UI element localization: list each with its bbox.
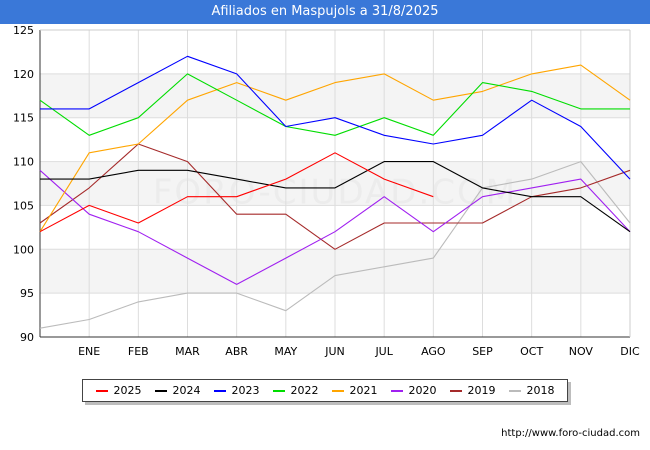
legend-swatch: [95, 389, 108, 392]
line-chart: FORO-CIUDAD.COM9095100105110115120125ENE…: [13, 24, 640, 358]
x-tick-label: MAR: [175, 345, 200, 358]
source-url: http://www.foro-ciudad.com: [501, 428, 640, 439]
legend-swatch: [508, 389, 521, 392]
chart-title: Afiliados en Maspujols a 31/8/2025: [0, 0, 650, 24]
x-tick-label: ABR: [225, 345, 248, 358]
x-tick-label: FEB: [128, 345, 149, 358]
legend-label: 2019: [467, 384, 496, 397]
legend-item-2021: 2021: [331, 384, 378, 397]
series-line-2021: [39, 64, 631, 232]
legend-label: 2020: [408, 384, 437, 397]
y-tick-label: 100: [13, 243, 34, 256]
legend-swatch: [213, 389, 226, 392]
x-tick-label: OCT: [520, 345, 543, 358]
series-line-2025: [39, 152, 434, 233]
y-tick-label: 110: [13, 156, 34, 169]
series-line-2024: [40, 161, 631, 233]
legend-label: 2022: [290, 384, 319, 397]
series-line-2023: [40, 55, 631, 180]
legend-label: 2023: [231, 384, 260, 397]
legend-label: 2024: [172, 384, 201, 397]
legend-item-2019: 2019: [449, 384, 496, 397]
legend-label: 2021: [349, 384, 378, 397]
legend-label: 2025: [113, 384, 142, 397]
legend-item-2020: 2020: [390, 384, 437, 397]
y-tick-label: 125: [13, 24, 34, 37]
chart-legend: 2025 2024 2023 2022 2021 2020 2019 2018: [82, 379, 568, 402]
legend-swatch: [390, 389, 403, 392]
legend-item-2018: 2018: [508, 384, 555, 397]
legend-item-2024: 2024: [154, 384, 201, 397]
y-tick-label: 90: [20, 331, 34, 344]
x-tick-label: SEP: [472, 345, 493, 358]
series-line-2020: [39, 169, 631, 285]
x-tick-label: NOV: [569, 345, 594, 358]
legend-item-2025: 2025: [95, 384, 142, 397]
x-tick-label: DIC: [620, 345, 640, 358]
x-tick-label: MAY: [274, 345, 297, 358]
x-tick-label: ENE: [78, 345, 100, 358]
legend-swatch: [154, 389, 167, 392]
y-tick-label: 95: [20, 287, 34, 300]
y-tick-label: 115: [13, 112, 34, 125]
legend-item-2022: 2022: [272, 384, 319, 397]
legend-label: 2018: [526, 384, 555, 397]
series-line-2022: [39, 73, 630, 136]
legend-swatch: [331, 389, 344, 392]
x-tick-label: JUN: [324, 345, 345, 358]
y-tick-label: 105: [13, 199, 34, 212]
x-tick-label: JUL: [374, 345, 393, 358]
series-line-2018: [39, 161, 631, 329]
legend-item-2023: 2023: [213, 384, 260, 397]
y-tick-label: 120: [13, 68, 34, 81]
legend-swatch: [272, 389, 285, 392]
legend-swatch: [449, 389, 462, 392]
x-tick-label: AGO: [421, 345, 446, 358]
